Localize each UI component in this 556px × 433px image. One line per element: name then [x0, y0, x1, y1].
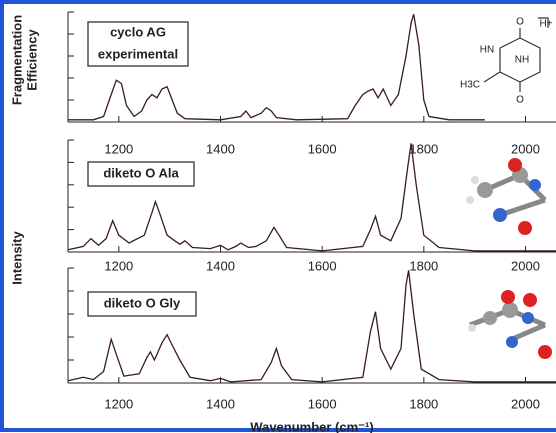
atom-label: H+ — [539, 19, 552, 30]
x-tick-label: 1200 — [104, 396, 133, 411]
panel-title: diketo O Ala — [103, 165, 179, 180]
x-tick-label: 1400 — [206, 396, 235, 411]
y-axis-label: Efficiency — [24, 29, 39, 91]
panel-title: diketo O Gly — [104, 295, 181, 310]
x-tick-label: 1800 — [409, 396, 438, 411]
atom-label: O — [516, 95, 524, 106]
x-tick-label: 1800 — [409, 141, 438, 156]
x-tick-label: 1400 — [206, 141, 235, 156]
figure: 1200 1400 1600 1800 2000 cyclo AG experimental… — [0, 0, 556, 433]
x-axis-label: Wavenumber (cm⁻¹) — [250, 419, 373, 433]
y-axis-label: Fragmentation — [9, 15, 24, 105]
atom-label: NH — [515, 55, 529, 66]
background — [0, 0, 556, 433]
panel-title: experimental — [98, 46, 178, 61]
atom-label: H3C — [460, 80, 480, 91]
x-tick-label: 1600 — [308, 396, 337, 411]
atom-label: HN — [480, 45, 494, 56]
x-tick-label: 1200 — [104, 141, 133, 156]
x-tick-label: 2000 — [511, 396, 540, 411]
atom-label: O — [516, 17, 524, 28]
x-tick-label: 1200 — [104, 258, 133, 273]
x-tick-label: 1600 — [308, 258, 337, 273]
x-tick-label: 1600 — [308, 141, 337, 156]
x-tick-label: 1400 — [206, 258, 235, 273]
x-tick-label: 2000 — [511, 258, 540, 273]
panel-title: cyclo AG — [110, 24, 166, 39]
y-axis-label: Intensity — [9, 231, 24, 285]
x-tick-label: 1800 — [409, 258, 438, 273]
x-tick-label: 2000 — [511, 141, 540, 156]
